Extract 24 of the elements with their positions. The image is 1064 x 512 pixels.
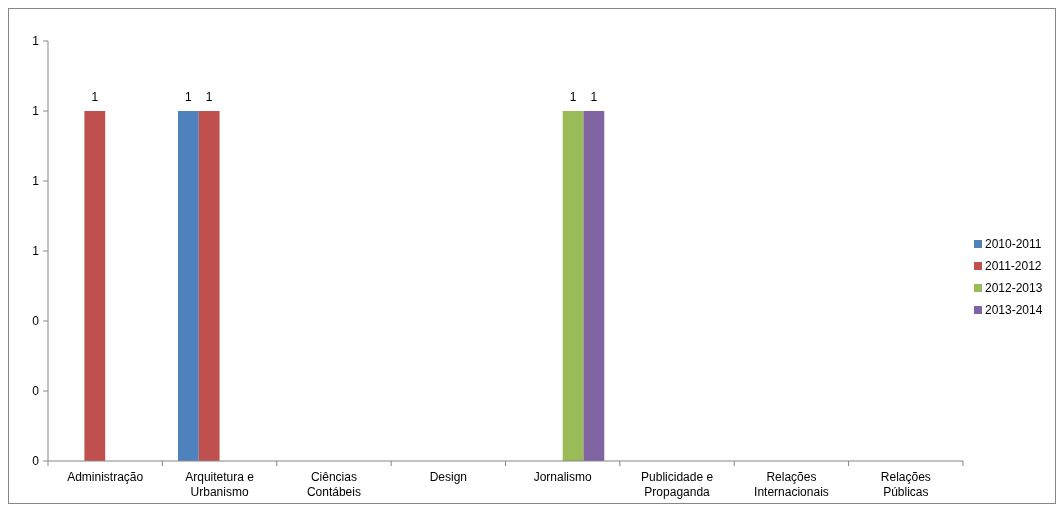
x-tick-label: Administração <box>67 470 144 484</box>
x-tick-label: Arquitetura e Urbanismo <box>185 470 255 499</box>
y-tick-label: 1 <box>32 34 40 49</box>
data-label: 1 <box>91 90 99 104</box>
y-tick-label: 0 <box>32 314 40 329</box>
data-label: 1 <box>590 90 598 104</box>
data-label: 1 <box>185 90 193 104</box>
x-tick-label: Jornalismo <box>533 470 593 484</box>
x-tick-label: Publicidade e Propaganda <box>641 470 714 499</box>
legend-label: 2012-2013 <box>985 281 1043 296</box>
legend-label: 2013-2014 <box>985 303 1043 318</box>
x-tick-label: Design <box>429 470 467 484</box>
data-label: 1 <box>569 90 577 104</box>
y-tick-label: 1 <box>32 104 40 119</box>
x-tick-label: Relações Internacionais <box>754 470 829 499</box>
legend-label: 2010-2011 <box>985 237 1042 252</box>
legend-label: 2011-2012 <box>985 259 1042 274</box>
y-tick-label: 1 <box>32 174 40 189</box>
x-tick-label: Ciências Contábeis <box>306 470 361 499</box>
data-label: 1 <box>205 90 213 104</box>
x-tick-label: Relações Públicas <box>880 470 931 499</box>
y-tick-label: 1 <box>32 244 40 259</box>
y-tick-label: 0 <box>32 454 40 469</box>
y-tick-label: 0 <box>32 384 40 399</box>
